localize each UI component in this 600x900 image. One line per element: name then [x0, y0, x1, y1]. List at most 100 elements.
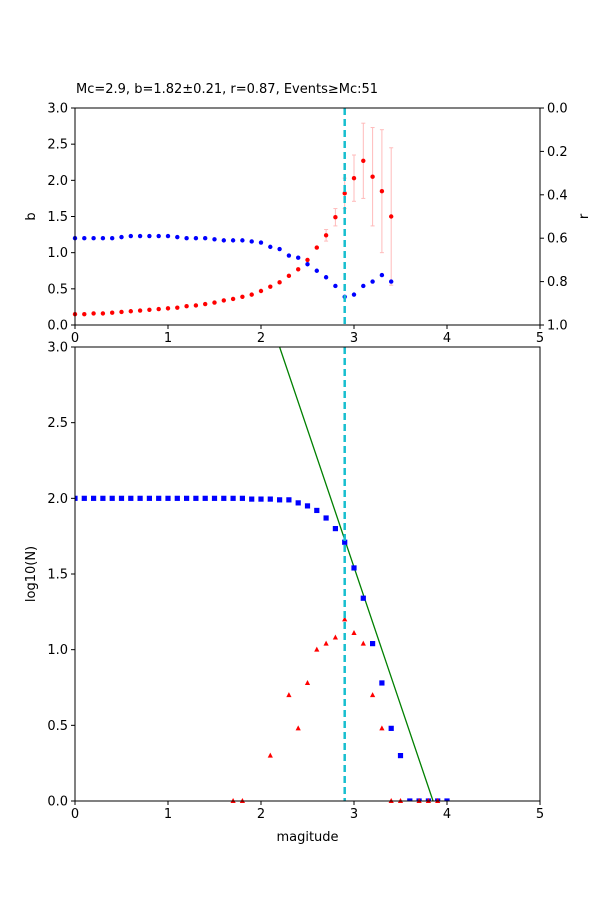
r-value-point	[286, 253, 292, 258]
cumulative-count-point	[193, 495, 199, 501]
b-value-point	[370, 174, 375, 179]
b-value-point	[110, 310, 115, 315]
r-value-point	[314, 268, 319, 273]
y-tick-label: 1.0	[47, 643, 68, 658]
incremental-count-point	[295, 725, 301, 731]
x-tick-label: 2	[257, 807, 265, 822]
x-axis-label: magitude	[276, 830, 338, 845]
r-value-point	[268, 244, 273, 250]
cumulative-count-point	[184, 495, 190, 501]
cumulative-count-point	[221, 495, 227, 501]
y-tick-label: 1.5	[47, 568, 68, 583]
top-axes-frame	[74, 107, 541, 326]
r-value-point	[258, 240, 264, 245]
x-tick-label: 4	[443, 807, 451, 822]
cumulative-count-point	[75, 495, 78, 501]
x-tick-label: 0	[71, 331, 79, 346]
cumulative-count-point	[211, 495, 218, 501]
cumulative-count-point	[286, 497, 292, 503]
b-value-point	[333, 215, 338, 220]
r-value-point	[240, 238, 245, 243]
r-value-point	[147, 233, 152, 239]
r-value-point	[333, 283, 338, 289]
b-value-point	[221, 298, 226, 303]
b-value-point	[361, 158, 366, 164]
incremental-count-point	[379, 725, 385, 731]
cumulative-count-point	[156, 495, 162, 501]
r-value-point	[156, 233, 161, 239]
y2-tick-label: 0.4	[547, 188, 568, 203]
y-axis-label: log10(N)	[24, 546, 39, 602]
cumulative-count-point	[332, 526, 338, 532]
r-value-point	[351, 292, 357, 297]
b-value-point	[230, 296, 236, 302]
y-tick-label: 1.5	[47, 210, 68, 225]
b-value-point	[165, 306, 171, 311]
b-value-point	[137, 308, 143, 313]
b-value-point	[277, 280, 282, 285]
cumulative-count-point	[100, 495, 106, 501]
cumulative-count-point	[397, 753, 404, 759]
cumulative-count-point	[407, 798, 413, 801]
r-value-point	[230, 238, 236, 243]
cumulative-count-point	[202, 495, 208, 501]
r-value-point	[305, 262, 310, 267]
b-value-point	[351, 175, 357, 181]
cumulative-count-point	[379, 680, 385, 686]
r-value-point	[323, 275, 329, 280]
cumulative-count-point	[295, 500, 301, 506]
y-tick-label: 2.0	[47, 174, 68, 189]
cumulative-count-point	[137, 495, 143, 501]
r-value-point	[184, 236, 189, 241]
b-value-point	[286, 273, 292, 279]
y2-tick-label: 1.0	[547, 319, 568, 334]
y2-tick-label: 0.2	[547, 145, 568, 160]
cumulative-count-point	[118, 495, 125, 501]
b-value-point	[314, 245, 319, 250]
bottom-axes-frame	[74, 346, 541, 802]
b-value-point	[323, 233, 329, 238]
y-tick-label: 0.0	[47, 795, 68, 810]
y-tick-label: 3.0	[47, 102, 68, 117]
x-tick-label: 3	[350, 331, 358, 346]
cumulative-count-point	[230, 495, 236, 501]
r-value-point	[193, 236, 199, 241]
y-axis-label: b	[24, 212, 39, 220]
cumulative-count-point	[314, 507, 320, 514]
cumulative-count-point	[370, 641, 376, 647]
r-value-point	[175, 234, 180, 240]
cumulative-count-point	[174, 495, 180, 501]
b-value-point	[212, 300, 217, 305]
incremental-count-point	[370, 692, 376, 698]
cumulative-count-point	[165, 495, 171, 501]
x-tick-label: 1	[164, 331, 172, 346]
y2-tick-label: 0.0	[547, 102, 568, 117]
r-value-point	[370, 279, 375, 284]
incremental-count-point	[351, 630, 357, 636]
b-value-panel: 0 1 2 3 4 5 0.0 0.5 1.0 1.5 2.0 2.5 3.0 0.0 0.2 0.4 0.6 0…	[24, 102, 592, 347]
r-value-point	[203, 236, 208, 241]
y-tick-label: 0.5	[47, 282, 68, 297]
incremental-count-point	[314, 646, 320, 652]
b-value-point	[175, 305, 180, 310]
r-value-point	[249, 239, 254, 244]
y2-tick-label: 0.8	[547, 275, 568, 290]
cumulative-count-point	[277, 497, 283, 503]
y2-axis-label: r	[577, 213, 592, 219]
cumulative-count-point	[444, 798, 450, 801]
y-tick-label: 0.5	[47, 719, 68, 734]
x-tick-label: 5	[536, 807, 544, 822]
y-tick-label: 2.5	[47, 416, 68, 431]
r-value-point	[277, 246, 282, 252]
x-tick-label: 1	[164, 807, 172, 822]
r-value-point	[379, 272, 385, 278]
x-tick-label: 3	[350, 807, 358, 822]
incremental-count-point	[360, 640, 366, 646]
b-value-point	[82, 311, 87, 317]
b-value-point	[128, 309, 133, 314]
y-tick-label: 2.0	[47, 492, 68, 507]
x-tick-label: 2	[257, 331, 265, 346]
b-value-point	[296, 267, 301, 272]
incremental-count-point	[286, 692, 292, 698]
r-value-point	[82, 236, 87, 241]
